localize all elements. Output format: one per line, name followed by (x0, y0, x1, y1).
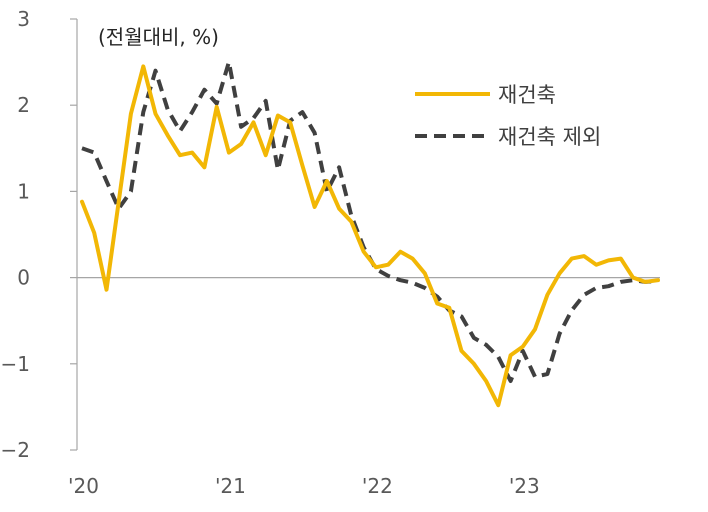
x-axis: '20 '21 '22 '23 (68, 474, 540, 498)
unit-label: (전월대비, %) (98, 25, 219, 49)
y-tick-label: 2 (17, 93, 30, 117)
y-tick-label: 0 (17, 266, 30, 290)
legend-label: 재건축 (498, 83, 556, 107)
y-axis: 3 2 1 0 −1 −2 (1, 7, 660, 462)
series-line-excluding-reconstruction (81, 60, 659, 383)
series-line-reconstruction (80, 64, 660, 408)
y-tick-label: −2 (1, 438, 30, 462)
x-tick-label: '22 (362, 474, 393, 498)
x-tick-label: '21 (215, 474, 246, 498)
y-tick-label: 1 (17, 179, 30, 203)
legend-label: 재건축 제외 (498, 125, 601, 149)
y-tick-label: −1 (1, 352, 30, 376)
plot-area (80, 60, 660, 408)
x-tick-label: '20 (68, 474, 99, 498)
y-tick-label: 3 (17, 7, 30, 31)
x-tick-label: '23 (509, 474, 540, 498)
